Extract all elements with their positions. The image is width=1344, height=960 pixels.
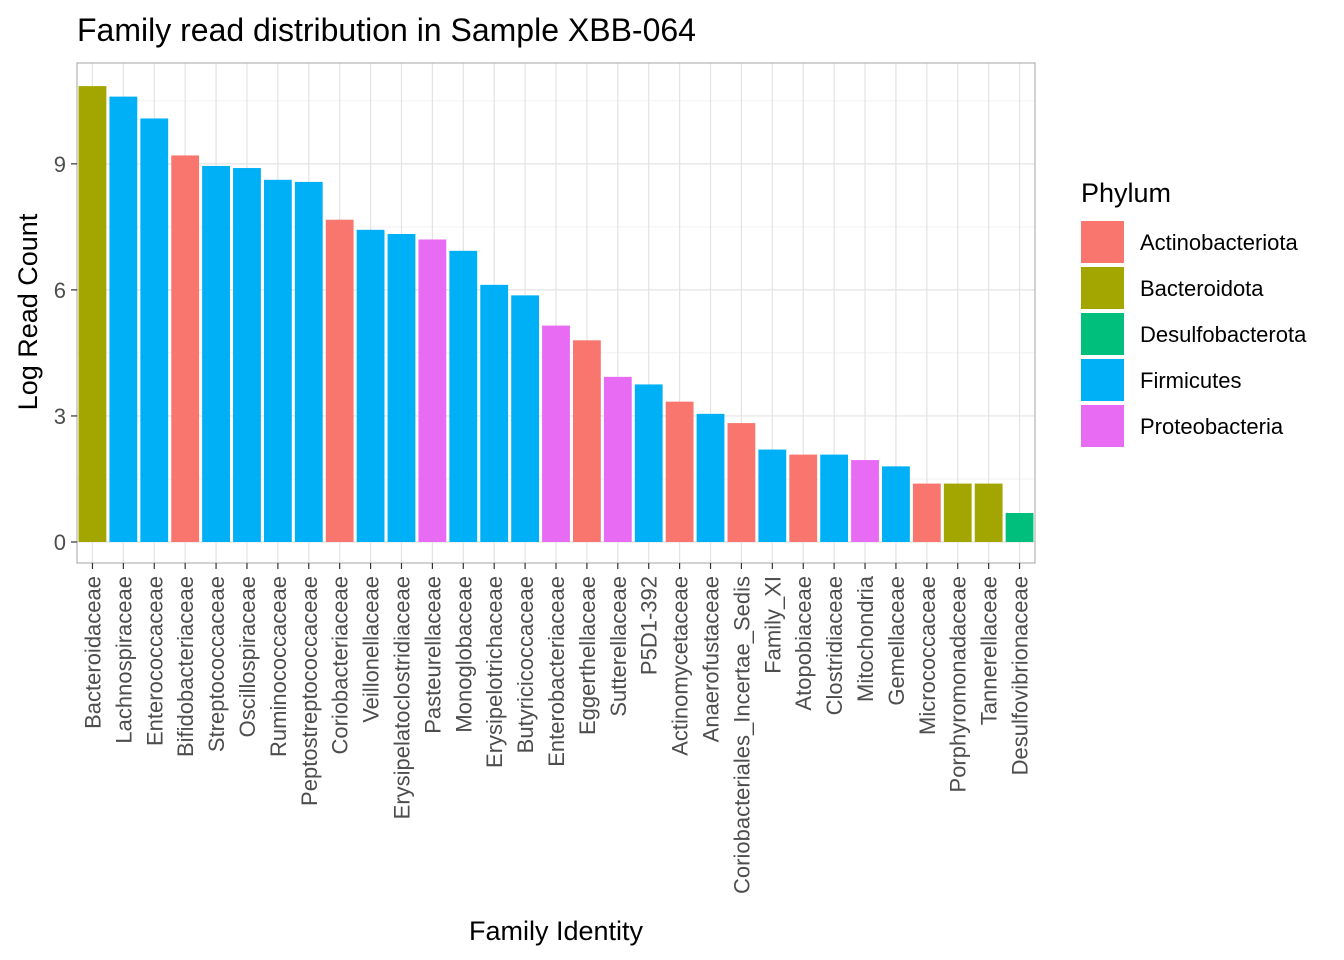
- bar-gemellaceae: [882, 466, 910, 542]
- legend-title: Phylum: [1081, 178, 1171, 208]
- bar-clostridiaceae: [820, 454, 849, 542]
- x-tick-label: Bifidobacteriaceae: [173, 576, 198, 757]
- legend-key-firmicutes: [1081, 359, 1124, 401]
- legend-label-proteobacteria: Proteobacteria: [1140, 414, 1284, 439]
- x-tick-label: Desulfovibrionaceae: [1008, 576, 1033, 775]
- legend-label-actinobacteriota: Actinobacteriota: [1140, 230, 1299, 255]
- legend-key-bacteroidota: [1081, 267, 1124, 309]
- bar-butyricicoccaceae: [511, 295, 540, 542]
- x-tick-label: Micrococcaceae: [915, 576, 940, 735]
- x-axis-title: Family Identity: [469, 916, 644, 946]
- bar-enterococcaceae: [140, 118, 169, 542]
- bar-bifidobacteriaceae: [171, 155, 200, 542]
- x-tick-label: P5D1-392: [637, 576, 662, 675]
- bar-actinomycetaceae: [665, 401, 694, 542]
- bars: [78, 86, 1034, 542]
- bar-eggerthellaceae: [572, 340, 601, 542]
- bar-oscillospiraceae: [233, 168, 261, 542]
- chart-title: Family read distribution in Sample XBB-0…: [77, 12, 696, 48]
- x-tick-label: Lachnospiraceae: [111, 576, 136, 744]
- legend-key-desulfobacterota: [1081, 313, 1124, 355]
- x-tick-label: Gemellaceae: [884, 576, 909, 706]
- legend-label-firmicutes: Firmicutes: [1140, 368, 1241, 393]
- bar-coriobacteriaceae: [325, 219, 354, 542]
- bar-p5d1-392: [634, 384, 663, 542]
- x-tick-label: Veillonellaceae: [359, 576, 384, 723]
- x-tick-label: Pasteurellaceae: [420, 576, 445, 734]
- bar-micrococcaceae: [912, 483, 941, 542]
- x-tick-label: Atopobiaceae: [791, 576, 816, 711]
- bar-family_xi: [758, 449, 787, 542]
- x-tick-label: Bacteroidaceae: [80, 576, 105, 729]
- bar-coriobacteriales_incertae_sedis: [727, 423, 756, 542]
- x-tick-label: Ruminococcaceae: [266, 576, 291, 757]
- legend-key-actinobacteriota: [1081, 221, 1124, 263]
- x-tick-label: Coriobacteriaceae: [328, 576, 353, 755]
- bar-desulfovibrionaceae: [1005, 513, 1034, 542]
- bar-bacteroidaceae: [78, 86, 107, 542]
- x-tick-label: Coriobacteriales_Incertae_Sedis: [729, 576, 754, 894]
- x-tick-label: Enterococcaceae: [142, 576, 167, 746]
- bar-mitochondria: [851, 460, 879, 542]
- x-tick-label: Actinomycetaceae: [668, 576, 693, 756]
- bar-streptococcaceae: [202, 165, 230, 542]
- x-tick-label: Clostridiaceae: [822, 576, 847, 715]
- x-tick-label: Family_XI: [760, 576, 785, 674]
- x-tick-label: Erysipelotrichaceae: [482, 576, 507, 768]
- bar-atopobiaceae: [789, 454, 818, 542]
- y-tick-label: 9: [54, 152, 66, 177]
- legend: Phylum Actinobacteriota Bacteroidota Desul…: [1081, 178, 1307, 447]
- y-tick-label: 3: [54, 404, 66, 429]
- x-tick-label: Oscillospiraceae: [235, 576, 260, 737]
- legend-key-proteobacteria: [1081, 405, 1124, 447]
- x-tick-label: Streptococcaceae: [204, 576, 229, 752]
- bar-porphyromonadaceae: [943, 483, 972, 542]
- x-tick-label: Mitochondria: [853, 575, 878, 702]
- bar-tannerellaceae: [974, 483, 1003, 542]
- x-tick-label: Butyricicoccaceae: [513, 576, 538, 753]
- x-tick-label: Peptostreptococcaceae: [297, 576, 322, 806]
- bar-lachnospiraceae: [109, 96, 138, 542]
- x-tick-label: Tannerellaceae: [977, 576, 1002, 725]
- bar-monoglobaceae: [449, 250, 478, 542]
- bar-erysipelatoclostridiaceae: [387, 234, 416, 542]
- bar-veillonellaceae: [356, 229, 385, 542]
- y-axis: 0 3 6 9: [54, 152, 77, 555]
- x-tick-label: Erysipelatoclostridiaceae: [389, 576, 414, 819]
- y-axis-title: Log Read Count: [13, 213, 43, 410]
- bar-peptostreptococcaceae: [294, 181, 323, 542]
- x-axis: Bacteroidaceae Lachnospiraceae Enterococca…: [80, 563, 1033, 894]
- bar-enterobacteriaceae: [542, 325, 570, 542]
- x-tick-label: Monoglobaceae: [451, 576, 476, 733]
- y-tick-label: 6: [54, 278, 66, 303]
- bar-ruminococcaceae: [263, 179, 292, 542]
- y-tick-label: 0: [54, 530, 66, 555]
- legend-label-desulfobacterota: Desulfobacterota: [1140, 322, 1307, 347]
- bar-anaerofustaceae: [696, 413, 725, 542]
- x-tick-label: Anaerofustaceae: [699, 576, 724, 742]
- x-tick-label: Sutterellaceae: [606, 576, 631, 717]
- x-tick-label: Porphyromonadaceae: [946, 576, 971, 792]
- x-tick-label: Eggerthellaceae: [575, 576, 600, 735]
- x-tick-label: Enterobacteriaceae: [544, 576, 569, 767]
- legend-label-bacteroidota: Bacteroidota: [1140, 276, 1264, 301]
- bar-erysipelotrichaceae: [480, 284, 509, 542]
- bar-sutterellaceae: [603, 376, 632, 542]
- bar-pasteurellaceae: [418, 239, 447, 542]
